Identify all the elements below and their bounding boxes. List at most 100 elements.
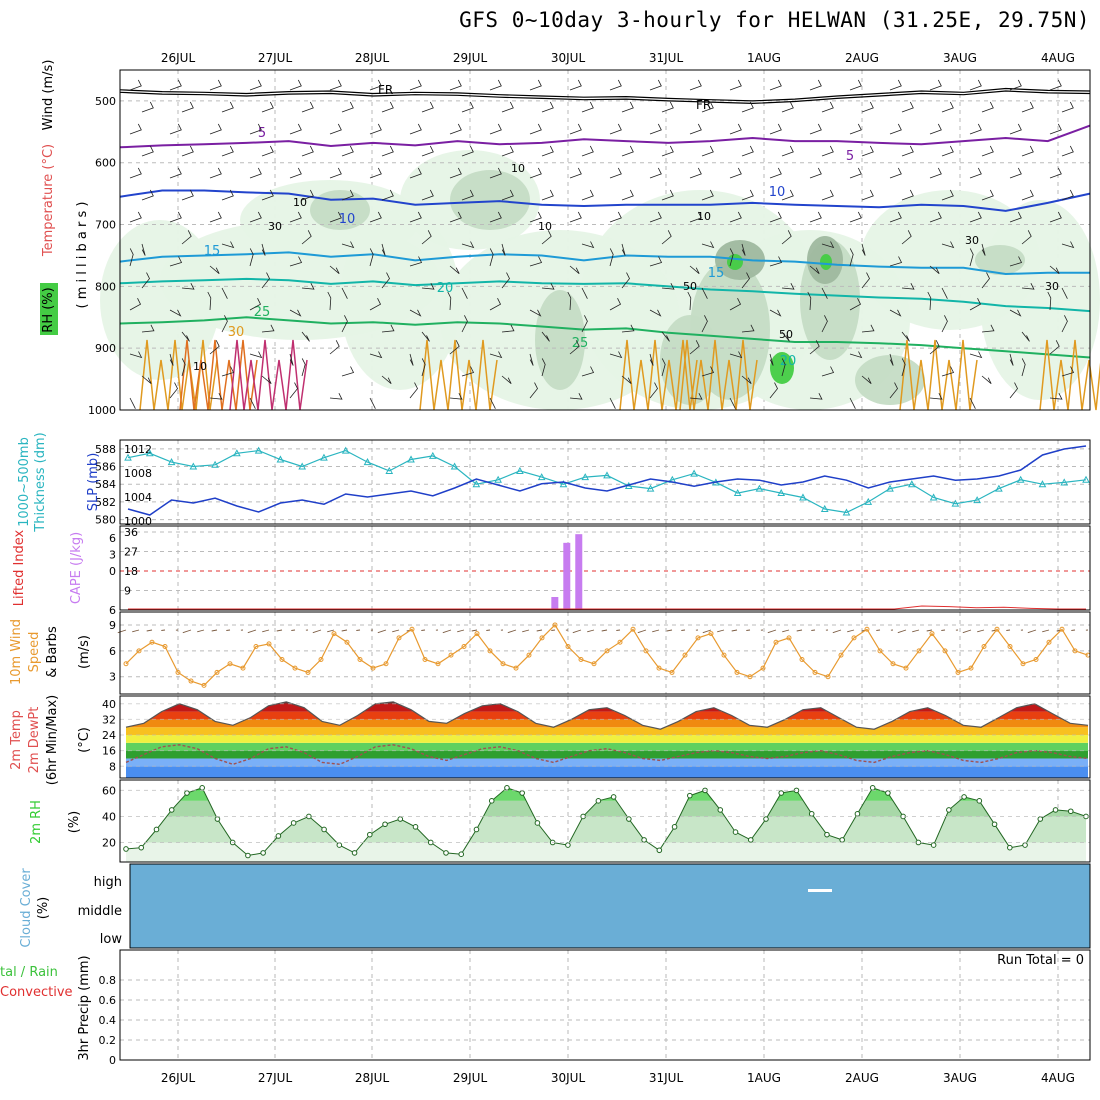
wind-barb: [261, 145, 274, 157]
thickness-tick-label: 588: [95, 443, 116, 456]
wind-tick-label: 6: [109, 645, 116, 658]
wind-barb: [529, 309, 542, 317]
wind-speed-point: [1072, 648, 1078, 654]
wind-barb: [621, 101, 634, 113]
isotherm-label: 25: [254, 305, 271, 320]
surface-wind-barb: [746, 629, 751, 631]
wind-barb: [489, 397, 496, 409]
cloud-gap: [808, 889, 832, 892]
wind-barb: [689, 393, 703, 400]
wind-barb: [289, 167, 302, 179]
wind-barb: [769, 167, 782, 179]
wind-barb: [169, 382, 178, 399]
date-label-bottom: 3AUG: [943, 1071, 977, 1085]
rh-shading: [770, 352, 794, 384]
wind-speed-point: [695, 635, 701, 641]
wind-barb: [861, 101, 874, 113]
wind-barb: [449, 123, 462, 135]
wind-barb: [129, 397, 136, 409]
date-label-bottom: 31JUL: [649, 1071, 684, 1085]
rh-point: [214, 816, 221, 822]
rh-color-band: [126, 816, 1086, 843]
wind-barb: [369, 397, 376, 409]
wind-barb: [461, 145, 474, 157]
thickness-point: [799, 493, 807, 501]
wind-barb: [569, 393, 583, 400]
wind-speed-point: [799, 656, 805, 662]
thickness-point: [407, 455, 415, 463]
wind-barb: [129, 123, 142, 135]
wind-barb: [821, 366, 835, 377]
precip-tick-label: 0.4: [99, 1014, 117, 1027]
wind-speed-point: [955, 669, 961, 675]
wind-barb: [901, 189, 914, 201]
wind-speed-point: [526, 652, 532, 658]
wind-barb: [649, 256, 663, 267]
isotherm-10: [119, 189, 1091, 212]
surface-wind-barb: [507, 629, 517, 634]
wind-barb: [169, 79, 182, 91]
thickness-point: [690, 469, 698, 477]
wind-barb: [649, 123, 662, 135]
wind-barb: [569, 265, 580, 275]
wind-speed-point: [461, 644, 467, 650]
cape-axis-label: CAPE (J/kg): [69, 532, 84, 604]
rh-point: [367, 831, 373, 838]
wind-barb: [621, 189, 634, 201]
near-surface-isotherm: [899, 339, 978, 411]
wind-barb: [327, 291, 332, 311]
wind-barb: [289, 309, 302, 317]
surface-wind-barb: [471, 629, 478, 632]
wind-barb: [529, 123, 542, 135]
wind-barb: [1061, 241, 1075, 249]
wind-barb: [569, 79, 582, 91]
wind-barb: [929, 211, 942, 223]
wind-barb: [981, 243, 986, 256]
wind-barb: [687, 291, 692, 311]
surface-wind-barb: [572, 629, 582, 634]
isotherm-label: 20: [780, 354, 797, 369]
wind-speed-point: [1007, 644, 1013, 650]
surface-wind-barb: [832, 629, 842, 634]
thickness-point: [298, 462, 307, 470]
wind-barb: [409, 211, 422, 223]
wind-barb: [941, 315, 948, 333]
isotherm-label: 5: [258, 126, 266, 141]
thickness-point: [167, 458, 176, 466]
wind-barb: [449, 79, 462, 91]
near-surface-isotherm: [179, 339, 258, 411]
surface-wind-barb: [587, 629, 595, 633]
rh-line: [125, 787, 1087, 857]
wind-speed-point: [994, 626, 1000, 632]
wind-barb: [209, 393, 223, 400]
wind-barb: [289, 382, 298, 399]
wind-barb: [1021, 145, 1034, 157]
rh-contour-label: 30: [268, 220, 282, 233]
wind-speed-point: [630, 626, 636, 632]
surface-wind-barb: [962, 629, 972, 634]
wind-speed-point: [643, 648, 649, 654]
isotherm-label: 10: [769, 185, 786, 200]
wind-axis-label: Wind (m/s): [41, 60, 56, 131]
wind-speed-point: [981, 644, 987, 650]
rh-point: [153, 826, 160, 833]
wind-barb: [221, 287, 228, 299]
wind-barb: [781, 358, 786, 377]
wind-barb: [209, 211, 222, 223]
wind-barb: [729, 298, 742, 311]
wind-barb: [541, 358, 546, 377]
wind-barb: [289, 123, 302, 135]
wind-barb: [809, 123, 822, 135]
wind-barb: [941, 189, 954, 201]
thickness-point: [189, 462, 198, 470]
surface-wind-barb: [117, 629, 127, 634]
wind-barb: [769, 211, 782, 223]
thickness-point: [341, 446, 350, 454]
wind-barb: [821, 145, 834, 157]
thickness-point: [211, 460, 219, 468]
wind-barb: [301, 358, 306, 377]
slp-tick-label: 1012: [124, 443, 152, 456]
temp-tick-label: 40: [102, 698, 116, 711]
panel-frame-rh: [119, 779, 1091, 863]
panel-frame-thickness: [119, 439, 1091, 525]
